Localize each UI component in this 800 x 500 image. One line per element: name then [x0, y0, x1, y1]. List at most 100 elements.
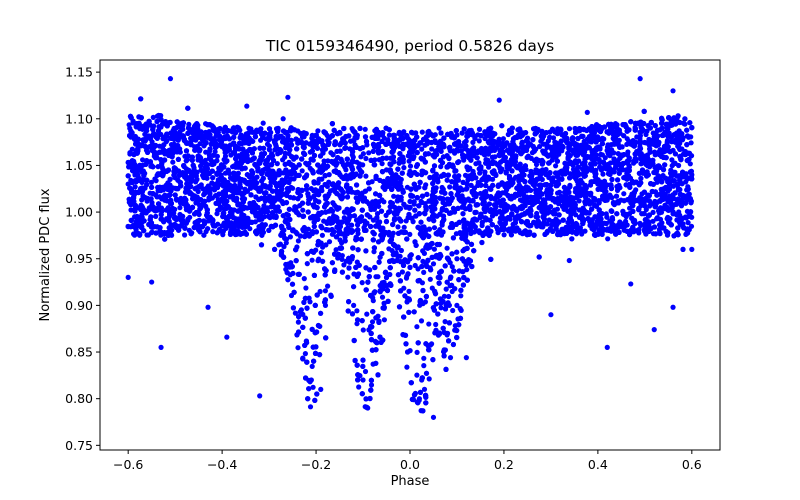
data-point [426, 376, 432, 382]
data-point [316, 256, 322, 262]
data-point [414, 324, 420, 330]
data-point [401, 165, 407, 171]
data-point [318, 250, 324, 256]
data-point [201, 218, 207, 224]
data-point [210, 229, 216, 235]
data-point [414, 372, 420, 378]
data-point [205, 304, 211, 310]
data-point [345, 274, 351, 280]
data-point [436, 125, 442, 131]
data-point [337, 237, 343, 243]
data-point [637, 133, 644, 139]
data-point [430, 414, 437, 420]
data-point [140, 157, 146, 163]
data-point [637, 76, 643, 82]
data-point [624, 160, 631, 166]
data-point [360, 151, 366, 157]
data-point [369, 319, 376, 325]
data-point [674, 173, 681, 179]
data-point [449, 264, 455, 270]
data-point [600, 171, 606, 177]
data-point [341, 262, 347, 268]
data-point [170, 159, 176, 165]
data-point [407, 163, 414, 169]
data-point [299, 168, 305, 174]
data-point [368, 382, 375, 388]
data-point [391, 193, 397, 199]
data-point [651, 327, 657, 333]
data-point [351, 213, 358, 219]
data-point [148, 179, 154, 185]
data-point [669, 157, 675, 163]
data-point [666, 130, 672, 136]
data-point [584, 109, 590, 115]
data-point [624, 141, 630, 147]
data-point [421, 269, 427, 275]
data-point [285, 94, 291, 100]
data-point [292, 310, 298, 316]
data-point [317, 288, 323, 295]
data-point [303, 285, 309, 291]
data-point [387, 271, 393, 278]
data-point [149, 279, 155, 285]
data-point [431, 246, 437, 252]
data-point [257, 393, 263, 399]
data-point [421, 355, 427, 361]
data-point [362, 368, 369, 375]
data-point [447, 355, 454, 361]
data-point [379, 161, 385, 167]
data-point [406, 288, 412, 294]
data-point [392, 204, 398, 210]
data-point [224, 334, 230, 340]
data-point [404, 364, 410, 370]
data-point [295, 345, 301, 351]
data-point [178, 195, 184, 201]
data-point [375, 274, 381, 280]
data-point [478, 145, 485, 152]
data-point [281, 244, 287, 250]
data-point [307, 299, 313, 305]
data-point [214, 153, 220, 159]
data-point [182, 153, 188, 159]
data-point [643, 206, 649, 213]
data-point [125, 274, 131, 280]
data-point [309, 363, 315, 369]
data-point [363, 173, 369, 179]
data-point [650, 209, 656, 215]
data-point [290, 185, 296, 191]
data-point [501, 232, 507, 238]
data-points [125, 76, 695, 420]
data-point [379, 294, 386, 300]
data-point [688, 140, 694, 146]
data-point [366, 150, 372, 156]
data-point [454, 256, 460, 262]
data-point [553, 183, 559, 189]
data-point [359, 280, 365, 286]
data-point [326, 191, 332, 197]
data-point [304, 162, 311, 168]
data-point [650, 218, 656, 224]
data-point [441, 293, 447, 299]
data-point [548, 312, 554, 318]
data-point [670, 88, 676, 94]
data-point [171, 172, 177, 178]
data-point [198, 163, 204, 169]
data-point [401, 224, 407, 230]
data-point [407, 198, 413, 205]
data-point [450, 307, 456, 314]
data-point [167, 76, 174, 82]
data-point [215, 221, 221, 227]
data-point [438, 164, 444, 170]
data-point [307, 404, 314, 410]
data-point [395, 224, 401, 230]
data-point [282, 150, 288, 156]
data-point [244, 103, 250, 109]
data-point [500, 136, 506, 142]
data-point [182, 232, 188, 238]
data-point [430, 261, 437, 267]
data-point [389, 248, 395, 254]
data-point [360, 327, 366, 333]
data-point [356, 384, 362, 390]
data-point [637, 220, 643, 226]
